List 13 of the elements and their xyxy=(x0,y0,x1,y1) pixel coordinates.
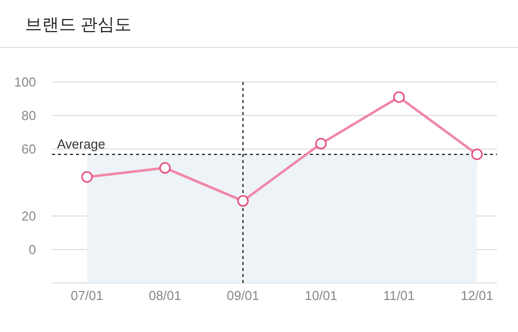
y-tick-label: 0 xyxy=(28,242,36,258)
y-tick-label: 100 xyxy=(14,74,36,90)
x-tick-label: 08/01 xyxy=(148,288,182,304)
chart-title: 브랜드 관심도 xyxy=(25,14,132,36)
x-tick-label: 10/01 xyxy=(304,288,338,304)
y-tick-label: 80 xyxy=(22,108,36,124)
y-tick-label: 60 xyxy=(22,142,36,157)
x-tick-label: 12/01 xyxy=(460,288,494,304)
y-tick-label: 20 xyxy=(22,208,36,224)
x-tick-label: 09/01 xyxy=(226,288,260,304)
x-tick-label: 11/01 xyxy=(383,288,415,304)
x-tick-label: 07/01 xyxy=(70,288,104,304)
ref-line-label: Average xyxy=(57,136,106,152)
